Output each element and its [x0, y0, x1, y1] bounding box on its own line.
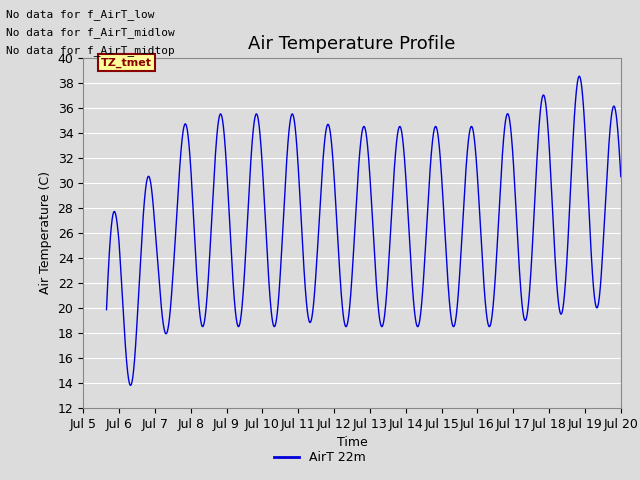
Text: No data for f_AirT_midtop: No data for f_AirT_midtop [6, 45, 175, 56]
Text: No data for f_AirT_midlow: No data for f_AirT_midlow [6, 27, 175, 38]
Text: TZ_tmet: TZ_tmet [101, 58, 152, 68]
Y-axis label: Air Temperature (C): Air Temperature (C) [39, 171, 52, 294]
X-axis label: Time: Time [337, 436, 367, 449]
Title: Air Temperature Profile: Air Temperature Profile [248, 35, 456, 53]
Text: No data for f_AirT_low: No data for f_AirT_low [6, 9, 155, 20]
Legend: AirT 22m: AirT 22m [269, 446, 371, 469]
